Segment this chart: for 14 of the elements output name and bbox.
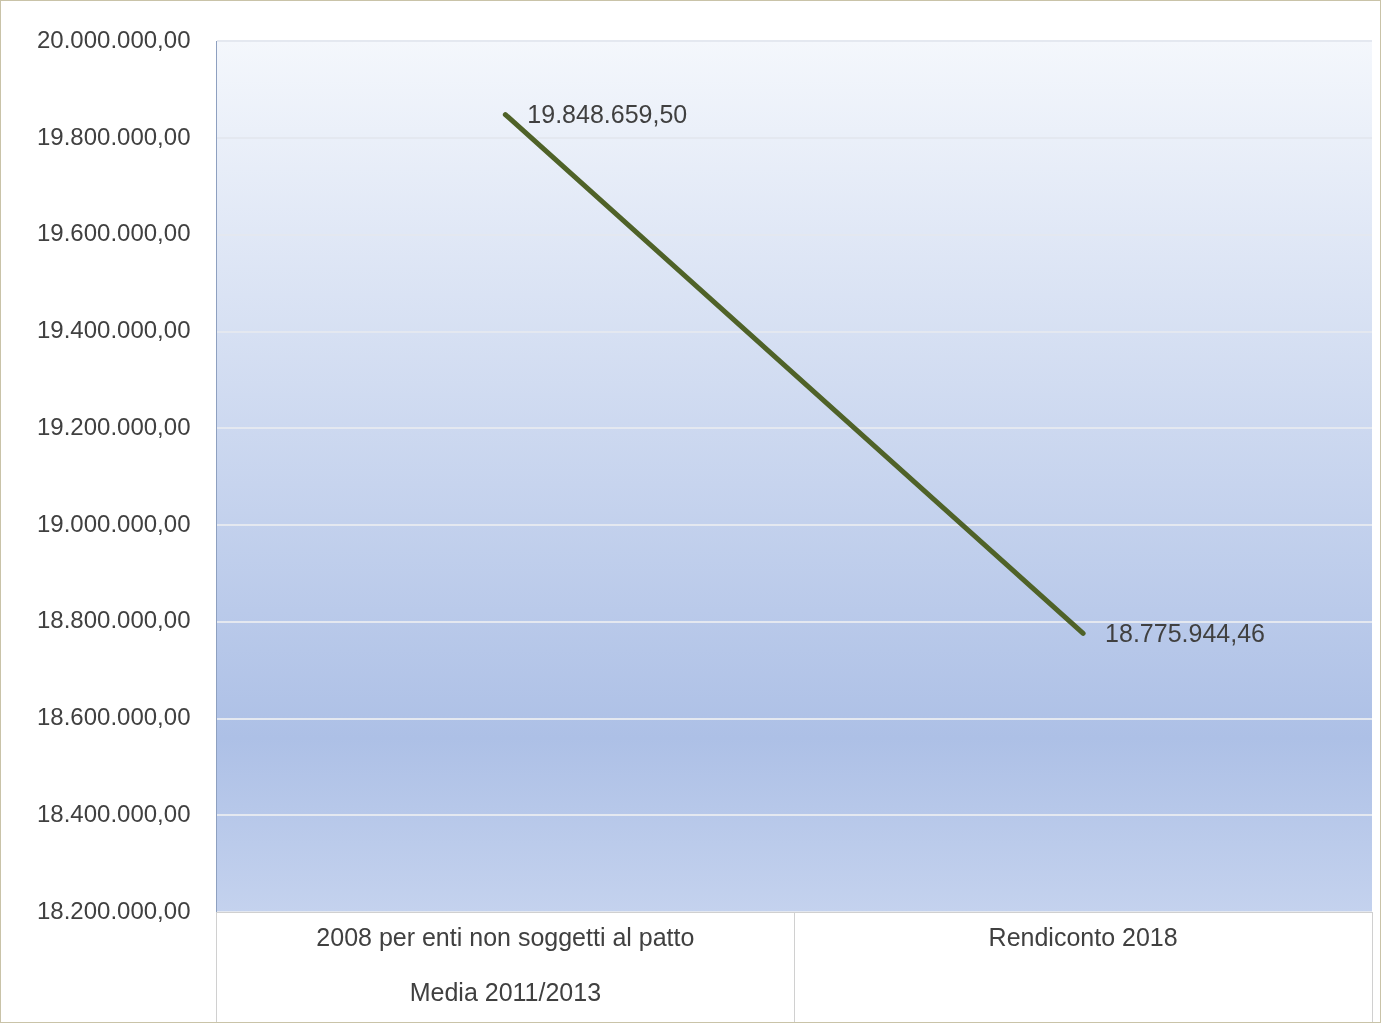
y-tick-label: 18.600.000,00 (37, 703, 191, 731)
y-tick-label: 19.800.000,00 (37, 122, 191, 150)
y-tick-label: 19.600.000,00 (37, 219, 191, 247)
data-label: 19.848.659,50 (527, 100, 688, 129)
x-tick-label: Rendiconto 2018 (988, 923, 1178, 952)
y-tick-label: 19.200.000,00 (37, 412, 191, 440)
y-tick-label: 19.000.000,00 (37, 509, 191, 537)
y-tick-label: 18.200.000,00 (37, 896, 191, 924)
y-tick-label: 18.800.000,00 (37, 606, 191, 634)
y-tick-label: 19.400.000,00 (37, 316, 191, 344)
x-tick-label: 2008 per enti non soggetti al patto Media 2011/2013 (316, 923, 695, 1007)
y-tick-label: 18.400.000,00 (37, 799, 191, 827)
y-tick-label: 20.000.000,00 (37, 26, 191, 54)
data-label: 18.775.944,46 (1105, 619, 1266, 648)
